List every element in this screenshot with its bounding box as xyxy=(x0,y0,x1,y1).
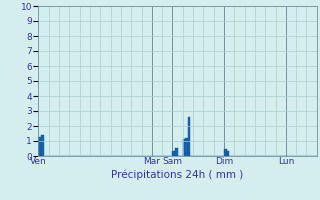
X-axis label: Précipitations 24h ( mm ): Précipitations 24h ( mm ) xyxy=(111,169,244,180)
Bar xyxy=(38,137,41,156)
Bar xyxy=(227,151,229,156)
Bar xyxy=(188,117,190,156)
Bar xyxy=(185,138,188,156)
Bar xyxy=(172,151,175,156)
Bar xyxy=(224,148,227,156)
Bar xyxy=(41,135,44,156)
Bar xyxy=(183,139,185,156)
Bar xyxy=(175,148,178,156)
